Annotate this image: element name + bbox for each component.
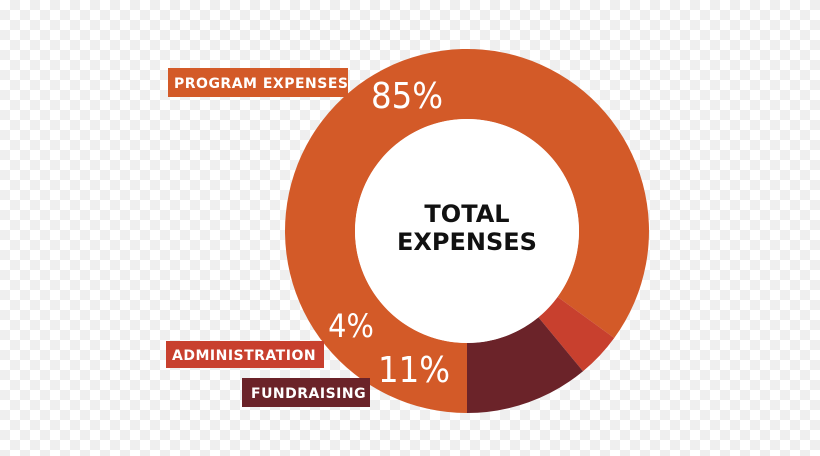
slice-administration [538,296,615,372]
tag-administration-label: ADMINISTRATION [172,348,316,364]
center-title-line-1: TOTAL [424,200,509,228]
tag-fundraising-background [242,378,370,407]
slice-fundraising [467,317,584,413]
tag-administration: ADMINISTRATION [166,341,324,368]
donut-slices [285,48,649,413]
tag-program-expenses: PROGRAM EXPENSES [168,68,348,97]
donut-hole [355,119,579,343]
value-label-fundraising: 11% [378,350,450,391]
tag-program-expenses-background [168,68,348,97]
chart-center-title: TOTAL EXPENSES [397,200,537,256]
slice-program-expenses [285,48,649,413]
tag-fundraising: FUNDRAISING [242,378,370,407]
center-title-line-2: EXPENSES [397,228,537,256]
value-label-program-expenses: 85% [371,76,443,117]
tag-program-expenses-label: PROGRAM EXPENSES [174,76,348,92]
tag-fundraising-label: FUNDRAISING [251,386,366,402]
tag-administration-background [166,341,324,368]
value-label-administration: 4% [328,307,374,345]
